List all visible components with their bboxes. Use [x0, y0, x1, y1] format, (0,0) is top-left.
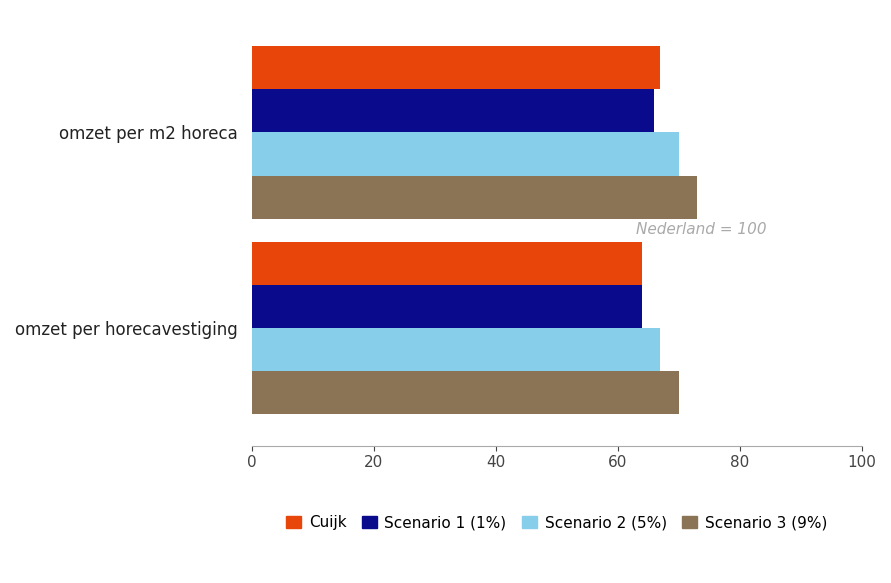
Legend: Cuijk, Scenario 1 (1%), Scenario 2 (5%), Scenario 3 (9%): Cuijk, Scenario 1 (1%), Scenario 2 (5%),…	[280, 510, 834, 536]
Bar	[251, 175, 697, 219]
Bar	[251, 285, 642, 328]
Bar	[251, 46, 660, 89]
Bar	[251, 132, 679, 175]
Bar	[251, 371, 679, 415]
Bar	[251, 89, 654, 132]
Text: Nederland = 100: Nederland = 100	[636, 222, 766, 237]
Bar	[251, 328, 660, 371]
Bar	[251, 242, 642, 285]
